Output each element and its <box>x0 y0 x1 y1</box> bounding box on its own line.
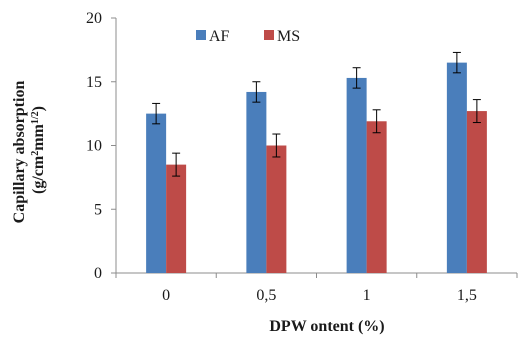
bar-ms <box>266 145 287 273</box>
x-tick-label: 0 <box>162 287 170 304</box>
y-tick-label: 10 <box>86 138 102 155</box>
legend-swatch-af <box>196 30 206 40</box>
legend-label-ms: MS <box>277 28 300 45</box>
bars <box>146 51 487 274</box>
bar-af <box>146 113 167 273</box>
y-tick-label: 20 <box>86 10 102 27</box>
bar-af <box>446 62 467 273</box>
bar-af <box>346 77 367 273</box>
y-axis-title: Capillary absorption (g/cm2mm1/2) <box>11 77 47 224</box>
y-tick-label: 5 <box>94 201 102 218</box>
bar-ms <box>366 121 387 274</box>
x-tick-label: 0,5 <box>256 287 276 304</box>
x-tick-label: 1,5 <box>457 287 477 304</box>
y-tick-label: 15 <box>86 74 102 91</box>
x-axis-title: DPW ontent (%) <box>269 318 384 335</box>
legend-swatch-ms <box>264 30 274 40</box>
x-tick-label: 1 <box>363 287 371 304</box>
y-axis-title-label: Capillary absorption <box>11 81 28 224</box>
y-axis: 0 5 10 15 20 <box>86 10 117 282</box>
legend-label-af: AF <box>209 28 230 45</box>
bar-ms <box>466 111 487 273</box>
y-tick-label: 0 <box>94 265 102 282</box>
y-axis-title-unit: (g/cm2mm1/2) <box>30 106 47 194</box>
bar-ms <box>166 164 187 273</box>
x-axis: 0 0,5 1 1,5 <box>115 272 518 304</box>
bar-af <box>246 91 267 273</box>
legend: AF MS <box>196 28 300 45</box>
